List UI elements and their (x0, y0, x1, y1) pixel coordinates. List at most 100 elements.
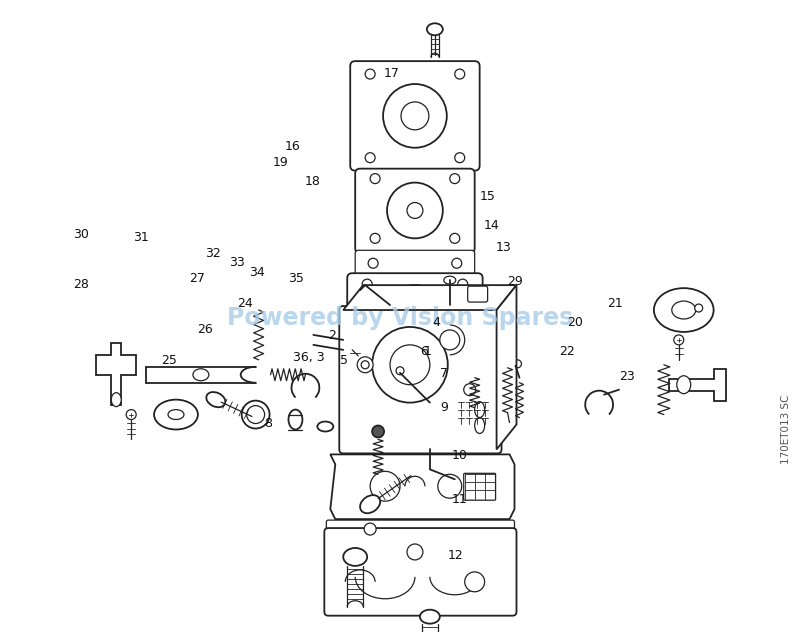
Text: 5: 5 (340, 354, 348, 367)
Ellipse shape (420, 610, 440, 624)
Polygon shape (669, 369, 726, 401)
Circle shape (368, 258, 378, 268)
Circle shape (357, 357, 373, 373)
Ellipse shape (193, 369, 209, 380)
Text: 15: 15 (480, 191, 495, 203)
Circle shape (396, 367, 404, 375)
Ellipse shape (474, 418, 485, 434)
Circle shape (674, 335, 684, 345)
Circle shape (246, 406, 265, 423)
Ellipse shape (677, 376, 690, 394)
Text: 8: 8 (265, 417, 273, 430)
Text: 27: 27 (189, 272, 205, 285)
Text: 24: 24 (237, 298, 253, 310)
Text: 26: 26 (197, 323, 213, 335)
Text: 11: 11 (452, 492, 468, 506)
Text: 35: 35 (289, 272, 304, 285)
Circle shape (255, 411, 265, 422)
Text: 7: 7 (440, 367, 448, 380)
Circle shape (383, 84, 446, 147)
Circle shape (465, 572, 485, 592)
Polygon shape (96, 343, 136, 404)
FancyBboxPatch shape (350, 61, 480, 171)
Circle shape (407, 544, 423, 560)
Ellipse shape (168, 410, 184, 420)
Text: 9: 9 (440, 401, 448, 415)
Ellipse shape (206, 392, 226, 407)
Text: 6: 6 (420, 344, 428, 358)
Text: 31: 31 (134, 231, 149, 244)
Circle shape (390, 345, 430, 385)
Text: 18: 18 (305, 175, 320, 187)
Text: 36, 3: 36, 3 (293, 351, 324, 364)
FancyBboxPatch shape (355, 168, 474, 253)
Circle shape (401, 102, 429, 130)
Text: 17: 17 (384, 67, 400, 80)
FancyBboxPatch shape (347, 273, 482, 373)
Circle shape (393, 301, 437, 345)
Text: 1: 1 (424, 344, 432, 358)
Text: 12: 12 (448, 549, 464, 563)
FancyBboxPatch shape (326, 520, 514, 532)
Text: 13: 13 (496, 241, 511, 254)
Circle shape (364, 523, 376, 535)
Text: 29: 29 (508, 275, 523, 289)
Text: 19: 19 (273, 156, 289, 168)
Ellipse shape (289, 410, 302, 430)
Text: 16: 16 (285, 140, 300, 153)
Ellipse shape (318, 422, 334, 432)
Circle shape (438, 474, 462, 498)
Ellipse shape (427, 23, 443, 35)
Circle shape (242, 401, 270, 429)
Text: 32: 32 (205, 247, 221, 260)
Polygon shape (330, 454, 514, 519)
Circle shape (362, 351, 372, 361)
Circle shape (348, 346, 362, 360)
Circle shape (377, 285, 453, 361)
Circle shape (362, 279, 372, 289)
Circle shape (370, 472, 400, 501)
Text: 4: 4 (432, 316, 440, 329)
Text: 30: 30 (74, 228, 90, 241)
Text: 33: 33 (229, 256, 245, 270)
Circle shape (407, 203, 423, 218)
Text: 10: 10 (452, 449, 468, 461)
FancyBboxPatch shape (464, 473, 495, 500)
Circle shape (370, 234, 380, 243)
FancyBboxPatch shape (468, 286, 488, 302)
Circle shape (450, 173, 460, 184)
Polygon shape (343, 285, 517, 310)
Ellipse shape (654, 288, 714, 332)
Text: 14: 14 (484, 218, 499, 232)
Circle shape (454, 153, 465, 163)
Circle shape (365, 153, 375, 163)
FancyBboxPatch shape (355, 250, 474, 276)
Ellipse shape (360, 495, 380, 513)
Circle shape (464, 384, 476, 396)
Circle shape (440, 330, 460, 350)
Circle shape (450, 234, 460, 243)
Circle shape (694, 304, 702, 312)
Circle shape (458, 351, 468, 361)
Text: 170ET013 SC: 170ET013 SC (782, 395, 791, 464)
Text: 21: 21 (607, 298, 623, 310)
Circle shape (365, 69, 375, 79)
Circle shape (514, 360, 522, 368)
Circle shape (387, 182, 443, 239)
Ellipse shape (111, 392, 122, 406)
FancyBboxPatch shape (339, 306, 502, 453)
Circle shape (454, 69, 465, 79)
Text: 20: 20 (567, 316, 583, 329)
Circle shape (361, 361, 369, 369)
Ellipse shape (154, 399, 198, 430)
Text: 25: 25 (161, 354, 177, 367)
Ellipse shape (343, 548, 367, 566)
FancyBboxPatch shape (324, 528, 517, 616)
Circle shape (458, 279, 468, 289)
Text: 22: 22 (559, 344, 575, 358)
Circle shape (370, 173, 380, 184)
Text: 28: 28 (74, 279, 90, 291)
Circle shape (372, 327, 448, 403)
Text: Powered by Vision Spares: Powered by Vision Spares (227, 306, 573, 330)
Ellipse shape (474, 401, 485, 418)
